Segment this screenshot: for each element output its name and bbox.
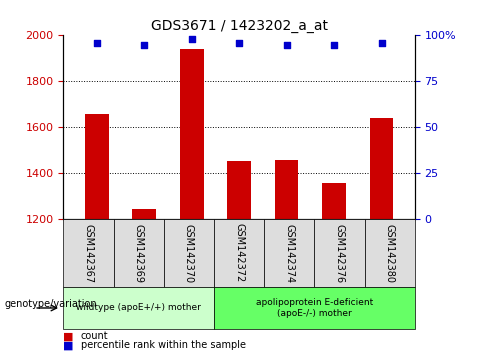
Bar xyxy=(275,160,299,354)
Text: percentile rank within the sample: percentile rank within the sample xyxy=(81,340,245,350)
Point xyxy=(140,42,148,47)
Point xyxy=(283,42,290,47)
Text: GSM142367: GSM142367 xyxy=(83,223,94,283)
Text: GSM142380: GSM142380 xyxy=(385,224,395,282)
Point xyxy=(188,36,196,42)
Point xyxy=(378,40,386,46)
Bar xyxy=(132,209,156,354)
Point xyxy=(330,42,338,47)
Bar xyxy=(180,49,203,354)
Text: ■: ■ xyxy=(63,340,74,350)
Text: count: count xyxy=(81,331,108,341)
Text: GSM142374: GSM142374 xyxy=(285,223,294,283)
Bar xyxy=(322,183,346,354)
Bar xyxy=(85,114,108,354)
Text: wildtype (apoE+/+) mother: wildtype (apoE+/+) mother xyxy=(76,303,201,313)
Text: GSM142372: GSM142372 xyxy=(234,223,244,283)
Text: ■: ■ xyxy=(63,331,74,341)
Text: apolipoprotein E-deficient
(apoE-/-) mother: apolipoprotein E-deficient (apoE-/-) mot… xyxy=(256,298,373,318)
Point xyxy=(93,40,101,46)
Text: GSM142370: GSM142370 xyxy=(184,223,194,283)
Point xyxy=(235,40,243,46)
Bar xyxy=(370,118,393,354)
Text: genotype/variation: genotype/variation xyxy=(5,299,98,309)
Text: GSM142369: GSM142369 xyxy=(134,224,144,282)
Title: GDS3671 / 1423202_a_at: GDS3671 / 1423202_a_at xyxy=(151,19,327,33)
Bar xyxy=(227,161,251,354)
Text: GSM142376: GSM142376 xyxy=(334,223,345,283)
